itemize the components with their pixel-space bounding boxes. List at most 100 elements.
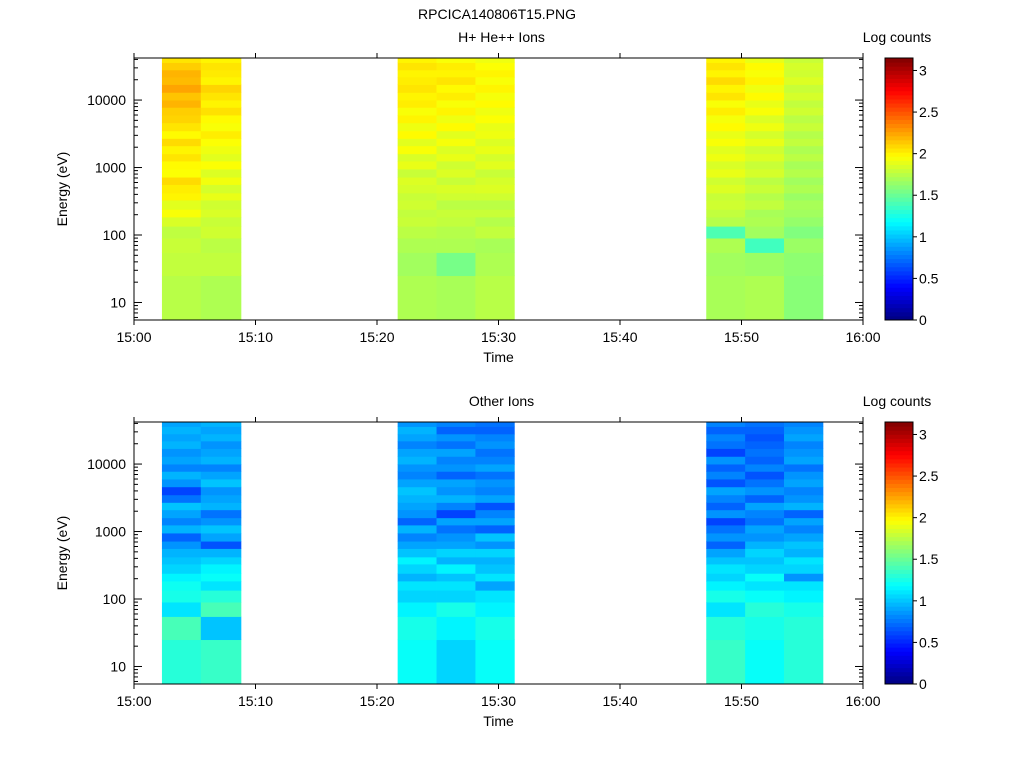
colorbar-segment <box>885 258 913 264</box>
colorbar-segment <box>885 532 913 538</box>
colorbar-segment <box>885 679 913 685</box>
heatmap-cell <box>200 200 242 210</box>
colorbar-segment <box>885 569 913 574</box>
heatmap-cell <box>436 464 476 472</box>
colorbar-tick-label: 1.5 <box>919 551 939 567</box>
heatmap-cell <box>745 122 785 132</box>
colorbar-tick-label: 0 <box>919 312 927 328</box>
heatmap-cell <box>397 216 437 227</box>
heatmap-cell <box>745 580 785 591</box>
colorbar-segment <box>885 168 913 174</box>
heatmap-cell <box>161 471 202 480</box>
colorbar-tick-label: 1 <box>919 229 927 245</box>
colorbar-segment <box>885 66 913 71</box>
heatmap-cell <box>784 564 824 574</box>
colorbar-tick-label: 0 <box>919 676 927 692</box>
colorbar-segment <box>885 614 913 619</box>
heatmap-cells <box>161 422 824 685</box>
heatmap-cell <box>706 440 746 449</box>
heatmap-cell <box>397 590 437 603</box>
colorbar-segment <box>885 626 913 632</box>
heatmap-cell <box>784 573 824 582</box>
heatmap-cell <box>745 58 785 63</box>
heatmap-cell <box>436 169 476 178</box>
colorbar-segment <box>885 557 913 562</box>
heatmap-cell <box>200 160 242 170</box>
heatmap-cell <box>784 107 824 116</box>
heatmap-cell <box>784 590 824 603</box>
heatmap-cell <box>784 440 824 449</box>
heatmap-cell <box>706 115 746 124</box>
heatmap-cell <box>161 177 202 185</box>
heatmap-cell <box>784 169 824 178</box>
heatmap-cell <box>475 486 515 496</box>
heatmap-cell <box>475 533 515 542</box>
colorbar-segment <box>885 90 913 96</box>
heatmap-cell <box>397 433 437 442</box>
y-axis-label: Energy (eV) <box>54 516 70 591</box>
heatmap-cell <box>397 209 437 218</box>
heatmap-cell <box>475 100 515 108</box>
heatmap-cell <box>745 426 785 435</box>
colorbar-segment <box>885 553 913 558</box>
heatmap-cell <box>784 486 824 496</box>
heatmap-cell <box>706 200 746 210</box>
heatmap-cell <box>436 524 476 534</box>
colorbar-segment <box>885 622 913 628</box>
heatmap-cell <box>200 509 242 519</box>
heatmap-cell <box>745 130 785 139</box>
heatmap-cell <box>397 58 437 63</box>
heatmap-cell <box>397 533 437 542</box>
colorbar-segment <box>885 172 913 178</box>
colorbar-tick-label: 1 <box>919 593 927 609</box>
heatmap-cell <box>397 177 437 185</box>
colorbar-segment <box>885 291 913 296</box>
heatmap-cell <box>436 275 476 321</box>
heatmap-cell <box>200 216 242 227</box>
heatmap-cell <box>784 200 824 210</box>
colorbar-segment <box>885 148 913 153</box>
colorbar: 0 0.5 1 1.5 2 2.5 3 Log counts <box>863 393 939 692</box>
heatmap-cell <box>784 433 824 442</box>
x-tick-label: 15:00 <box>116 329 151 345</box>
colorbar-segment <box>885 160 913 165</box>
colorbar-segment <box>885 242 913 247</box>
heatmap-cell <box>706 448 746 457</box>
heatmap-cell <box>706 84 746 93</box>
figure-title: RPCICA140806T15.PNG <box>418 6 576 22</box>
heatmap-cell <box>200 541 242 549</box>
heatmap-cell <box>161 76 202 85</box>
heatmap-cell <box>745 440 785 449</box>
heatmap-cell <box>475 564 515 574</box>
x-tick-label: 15:10 <box>238 693 273 709</box>
heatmap-cell <box>784 130 824 139</box>
heatmap-cell <box>436 69 476 78</box>
heatmap-cell <box>706 145 746 155</box>
heatmap-cell <box>706 533 746 542</box>
heatmap-cell <box>745 517 785 526</box>
colorbar-segment <box>885 123 913 129</box>
heatmap-cell <box>784 238 824 253</box>
heatmap-cell <box>161 541 202 549</box>
colorbar-segment <box>885 254 913 260</box>
colorbar-segment <box>885 426 913 431</box>
heatmap-cell <box>784 422 824 427</box>
heatmap-cell <box>397 200 437 210</box>
heatmap-cell <box>784 533 824 542</box>
heatmap-cell <box>745 456 785 465</box>
heatmap-cell <box>397 426 437 435</box>
colorbar-segment <box>885 671 913 677</box>
colorbar-segment <box>885 471 913 476</box>
x-tick-label: 15:30 <box>481 693 516 709</box>
heatmap-cell <box>200 122 242 132</box>
colorbar: 0 0.5 1 1.5 2 2.5 3 Log counts <box>863 29 939 328</box>
colorbar-segment <box>885 467 913 472</box>
panel-other-ions: 15:00 15:10 15:20 15:30 15:40 15:50 16:00 Time 1… <box>54 393 939 729</box>
colorbar-label: Log counts <box>863 29 932 45</box>
heatmap-cell <box>161 509 202 519</box>
heatmap-cell <box>475 130 515 139</box>
colorbar-segment <box>885 103 913 108</box>
heatmap-cell <box>706 169 746 178</box>
heatmap-cell <box>436 517 476 526</box>
heatmap-cell <box>784 548 824 558</box>
